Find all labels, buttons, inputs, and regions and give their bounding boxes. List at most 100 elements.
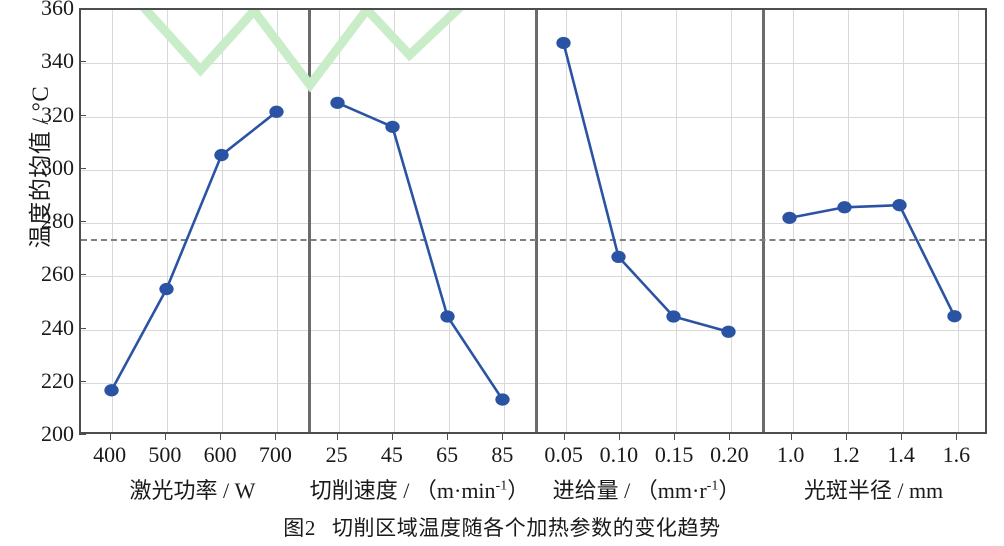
x-axis-tick-mark: [391, 434, 393, 440]
gridline-vertical: [731, 10, 733, 432]
gridline-vertical: [847, 10, 849, 432]
x-axis-tick-mark: [164, 434, 166, 440]
x-axis-tick-mark: [220, 434, 222, 440]
mean-reference-line: [81, 238, 985, 241]
gridline-horizontal: [81, 276, 985, 278]
x-axis-tick-mark: [729, 434, 731, 440]
gridline-horizontal: [81, 329, 985, 331]
y-axis-tick-label: 320: [41, 101, 74, 127]
panel-separator: [762, 10, 765, 432]
data-point-marker: 65 : 243.8: [440, 310, 455, 323]
y-axis-tick-labels: 200 220 240 260 280 300 320 340 360: [26, 0, 74, 546]
x-axis-tick-mark: [109, 434, 111, 440]
gridline-vertical: [504, 10, 506, 432]
caption-text: 切削区域温度随各个加热参数的变化趋势: [331, 516, 721, 540]
panel-title-cutting-speed: 切削速度 / （m·min-1）: [309, 478, 530, 503]
x-axis-tick-label: 1.4: [887, 442, 915, 467]
data-point-marker: 400 : 215.8: [104, 384, 119, 397]
gridline-vertical: [393, 10, 395, 432]
gridline-vertical: [676, 10, 678, 432]
gridline-horizontal: [81, 169, 985, 171]
x-axis-tick-mark: [563, 434, 565, 440]
y-axis-tick-mark: [79, 327, 86, 329]
x-axis-tick-label: 0.20: [710, 442, 749, 467]
panel-title-spot-radius: 光斑半径 / mm: [803, 478, 944, 503]
x-axis-tick-label: 0.05: [544, 442, 583, 467]
data-point-marker: 0.10 : 266.4: [611, 250, 626, 264]
x-axis-tick-label: 65: [436, 442, 459, 467]
data-point-marker: 500 : 254.2: [159, 282, 174, 296]
x-axis-tick-mark: [901, 434, 903, 440]
data-point-marker: 700 : 321.4: [269, 105, 284, 118]
series-line-feed-rate: [562, 42, 729, 334]
x-axis-tick-label: 25: [325, 442, 348, 467]
figure-caption: 图2 切削区域温度随各个加热参数的变化趋势: [0, 512, 1004, 542]
gridline-vertical: [338, 10, 340, 432]
x-axis-tick-mark: [674, 434, 676, 440]
y-axis-tick-label: 260: [41, 261, 74, 287]
panel-separator: [535, 10, 538, 432]
y-axis-tick-mark: [79, 61, 86, 63]
y-axis-tick-mark: [79, 274, 86, 276]
gridline-vertical: [565, 10, 567, 432]
data-series-layer: 400 : 215.8 500 : 254.2 600 : 305 700 : 321…: [104, 36, 962, 406]
y-axis-tick-mark: [79, 167, 86, 169]
y-axis-tick-label: 340: [41, 48, 74, 74]
data-point-marker: 1.4 : 286: [892, 199, 907, 212]
y-axis-tick-label: 360: [41, 0, 74, 20]
x-axis-tick-label: 1.2: [832, 442, 860, 467]
data-point-marker: 1.2 : 285.2: [837, 201, 852, 214]
gridline-vertical: [277, 10, 279, 432]
x-axis-tick-label: 700: [258, 442, 292, 467]
x-axis-tick-label: 500: [148, 442, 182, 467]
series-line-laser-power: [110, 110, 278, 391]
y-axis-tick-label: 220: [41, 367, 74, 393]
data-point-marker: 85 : 212.3: [495, 393, 510, 406]
gridline-vertical: [958, 10, 960, 432]
y-axis-tick-mark: [79, 380, 86, 382]
x-axis-tick-mark: [845, 434, 847, 440]
gridline-vertical: [620, 10, 622, 432]
x-axis-tick-mark: [336, 434, 338, 440]
y-axis-tick-mark: [79, 8, 86, 9]
plot-area: 400 : 215.8 500 : 254.2 600 : 305 700 : 321…: [79, 8, 987, 434]
gridline-horizontal: [81, 116, 985, 118]
panel-separator: [308, 10, 311, 432]
x-axis-tick-mark: [618, 434, 620, 440]
data-point-marker: 25 : 324.8: [330, 96, 345, 109]
x-axis-tick-label: 400: [93, 442, 127, 467]
gridline-horizontal: [81, 223, 985, 224]
gridline-vertical: [111, 10, 113, 432]
panel-title-laser-power: 激光功率 / W: [129, 478, 256, 503]
series-line-spot-radius: [789, 203, 956, 317]
x-axis-tick-mark: [275, 434, 277, 440]
x-axis-tick-label: 1.6: [942, 442, 971, 467]
data-point-marker: 45 : 315.7: [385, 120, 400, 133]
x-axis-tick-mark: [502, 434, 504, 440]
x-axis-tick-label: 0.15: [654, 442, 694, 467]
x-axis-tick-mark: [956, 434, 958, 440]
x-axis-tick-label: 85: [491, 442, 514, 467]
x-axis-tick-mark: [447, 434, 449, 440]
gridline-vertical: [449, 10, 451, 432]
data-point-marker: 0.15 : 243.8: [666, 310, 681, 323]
y-axis-tick-mark: [79, 221, 86, 222]
x-axis-tick-label: 45: [380, 442, 403, 467]
y-axis-tick-label: 280: [41, 208, 74, 233]
data-point-marker: 1.6 : 243.9: [947, 310, 962, 323]
y-axis-tick-label: 240: [41, 314, 74, 340]
gridline-horizontal: [81, 382, 985, 384]
data-point-marker: 0.05 : 347.5: [556, 36, 571, 50]
y-axis-tick-mark: [79, 114, 86, 116]
data-point-marker: 0.20 : 238: [721, 325, 736, 338]
gridline-vertical: [166, 10, 168, 432]
x-axis-tick-label: 0.10: [599, 442, 639, 467]
gridline-vertical: [222, 10, 224, 432]
data-point-marker: 600 : 305: [214, 148, 229, 162]
gridline-horizontal: [81, 63, 985, 65]
caption-number: 图2: [283, 516, 316, 540]
y-axis-tick-label: 300: [41, 154, 74, 180]
x-axis-tick-mark: [790, 434, 792, 440]
panel-title-feed-rate: 进给量 / （mm·r-1）: [552, 478, 741, 503]
